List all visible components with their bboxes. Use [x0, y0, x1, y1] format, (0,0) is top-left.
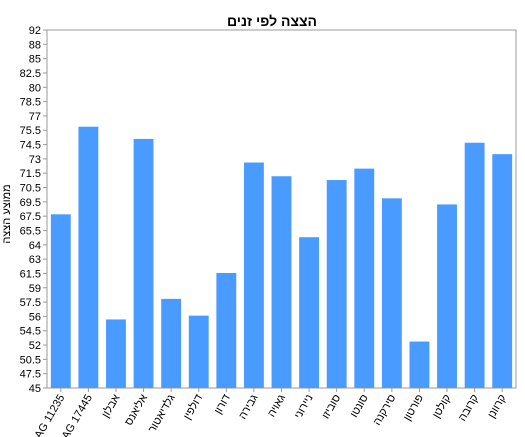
bar [188, 315, 209, 388]
x-tick-label: גאויה [266, 392, 289, 419]
y-tick-label: 70.5 [20, 183, 41, 195]
x-tick-label: סונטו [348, 393, 371, 420]
y-tick-label: 80 [29, 82, 41, 94]
y-tick-label: 67.5 [20, 211, 41, 223]
y-axis-label: ממוצע הצצה [1, 184, 13, 243]
y-tick-label: 47.5 [20, 369, 41, 381]
y-tick-label: 82.5 [20, 68, 41, 80]
bar [271, 176, 292, 388]
bar [381, 198, 402, 388]
x-tick-label: ניירוני [292, 393, 315, 421]
x-tick-label: גבירה [237, 392, 261, 421]
bar [464, 142, 485, 388]
y-tick-label: 92 [29, 25, 41, 37]
y-tick-label: 50.5 [20, 354, 41, 366]
y-tick-label: 52 [29, 340, 41, 352]
y-tick-label: 61.5 [20, 268, 41, 280]
x-tick-label: קרובה [456, 393, 481, 424]
y-tick-label: 45 [29, 383, 41, 395]
x-tick-label: פורטון [401, 392, 426, 423]
x-tick-label: דורון [212, 393, 233, 417]
y-tick-label: 88 [29, 39, 41, 51]
bar [106, 319, 126, 388]
y-tick-label: 56 [29, 311, 41, 323]
y-tick-label: 75.5 [20, 125, 41, 137]
x-tick-label: גלדיאטור [145, 392, 177, 435]
x-tick-label: אבלון [99, 392, 123, 420]
x-tick-label: סוביזו [320, 393, 343, 421]
y-tick-label: 73 [29, 154, 41, 166]
bar [243, 162, 264, 388]
x-tick-label: אליאנס [122, 392, 150, 428]
x-tick-label: סירקנה [371, 393, 398, 428]
y-tick-label: 64 [29, 240, 41, 252]
bar [354, 168, 375, 388]
bar [161, 298, 182, 388]
bar [326, 180, 347, 388]
bar [133, 138, 154, 388]
bars-group [50, 126, 513, 388]
bar [78, 126, 99, 388]
bar [437, 204, 457, 388]
chart-title: הצצה לפי זנים [227, 13, 317, 29]
y-tick-label: 57.5 [20, 297, 41, 309]
x-tick-label: קרוונן [486, 393, 509, 421]
bar [492, 154, 513, 388]
y-tick-label: 63 [29, 254, 41, 266]
y-tick-label: 85 [29, 54, 41, 66]
y-tick-label: 71.5 [20, 168, 41, 180]
y-tick-label: 69.5 [20, 197, 41, 209]
bar [216, 272, 237, 388]
bar [409, 341, 430, 388]
y-tick-label: 59 [29, 283, 41, 295]
bar [50, 214, 71, 388]
y-tick-label: 65.5 [20, 225, 41, 237]
x-tick-label: קולטן [430, 392, 454, 420]
y-axis-ticks: 45 47.5 50.5 52 54.5 56 57.5 59 61.5 63 64 65.5 67.5… [20, 25, 47, 395]
x-tick-label: דולפין [181, 392, 206, 422]
y-tick-label: 77 [29, 111, 41, 123]
y-tick-label: 54.5 [20, 326, 41, 338]
y-tick-label: 78.5 [20, 97, 41, 109]
bar [299, 237, 320, 388]
y-tick-label: 74.5 [20, 140, 41, 152]
